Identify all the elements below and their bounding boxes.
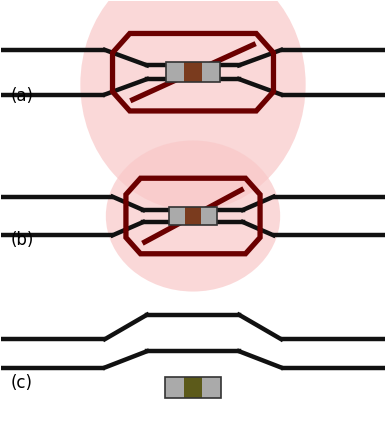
Bar — [184, 377, 202, 398]
Bar — [165, 377, 221, 398]
Bar — [185, 207, 201, 225]
Text: (c): (c) — [11, 375, 33, 392]
Bar — [184, 62, 202, 82]
Bar — [165, 377, 184, 398]
Ellipse shape — [106, 140, 280, 292]
Bar — [169, 207, 217, 225]
Bar — [169, 207, 217, 225]
Bar — [166, 62, 184, 82]
Text: (a): (a) — [11, 87, 34, 105]
Bar — [202, 377, 221, 398]
Bar — [202, 62, 220, 82]
Bar — [169, 207, 185, 225]
Ellipse shape — [80, 0, 306, 211]
Bar — [166, 62, 220, 82]
Text: (b): (b) — [11, 231, 34, 248]
Bar — [201, 207, 217, 225]
Bar — [166, 62, 220, 82]
Bar — [165, 377, 221, 398]
